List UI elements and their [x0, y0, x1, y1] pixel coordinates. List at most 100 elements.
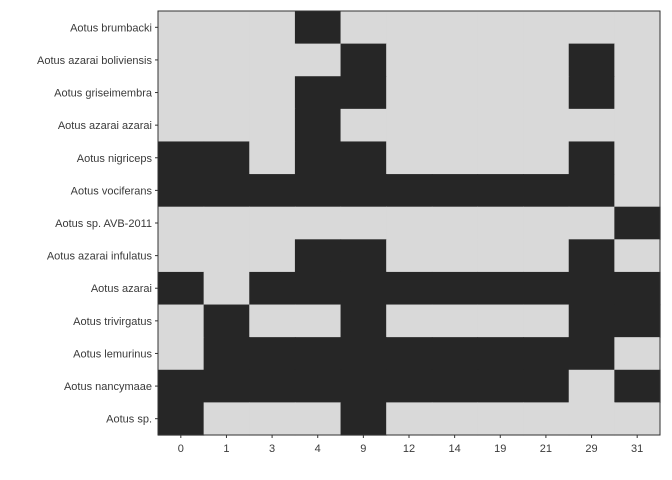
heatmap-cell [431, 174, 479, 208]
heatmap-cell [158, 271, 205, 306]
y-axis-labels: Aotus brumbacki Aotus azarai boliviensis A… [37, 22, 153, 425]
y-tick-label: Aotus sp. [106, 414, 152, 426]
heatmap-cell [523, 43, 570, 77]
heatmap-cell [386, 174, 433, 208]
heatmap-cell [386, 11, 433, 45]
heatmap-cell [477, 108, 524, 143]
y-tick-label: Aotus sp. AVB-2011 [55, 218, 152, 230]
heatmap-cell [431, 369, 479, 403]
heatmap-cell [203, 76, 250, 110]
y-tick-label: Aotus brumbacki [70, 22, 152, 34]
heatmap-cell [249, 43, 296, 77]
heatmap-cell [523, 76, 570, 110]
heatmap-cell [158, 43, 205, 77]
heatmap-cell [249, 174, 296, 208]
y-tick-label: Aotus trivirgatus [73, 316, 152, 328]
x-tick-label: 12 [403, 443, 415, 455]
heatmap-cell [203, 369, 250, 403]
heatmap-cell [158, 76, 205, 110]
heatmap-cell [614, 271, 661, 306]
heatmap-cell [477, 76, 524, 110]
heatmap-cell [568, 11, 615, 45]
heatmap-cell [340, 369, 387, 403]
heatmap-cell [523, 402, 570, 436]
heatmap-cell [614, 239, 661, 273]
x-tick-label: 4 [315, 443, 321, 455]
heatmap-cell [568, 304, 615, 338]
heatmap-cell [477, 369, 524, 403]
heatmap-cell [249, 402, 296, 436]
heatmap-cell [386, 337, 433, 371]
heatmap-cell [294, 174, 342, 208]
x-tick-label: 1 [223, 443, 229, 455]
heatmap-cell [431, 304, 479, 338]
y-tick-label: Aotus azarai azarai [58, 120, 152, 132]
heatmap-cell [477, 402, 524, 436]
heatmap-cell [203, 337, 250, 371]
heatmap-cell [158, 369, 205, 403]
heatmap-cell [158, 337, 205, 371]
x-tick-label: 0 [178, 443, 184, 455]
heatmap-cell [568, 76, 615, 110]
heatmap-cell [249, 239, 296, 273]
heatmap-cell [203, 402, 250, 436]
heatmap-cell [249, 206, 296, 240]
heatmap-cell [249, 369, 296, 403]
heatmap-cell [340, 11, 387, 45]
heatmap-cell [523, 206, 570, 240]
heatmap-cell [523, 271, 570, 306]
heatmap-cell [614, 108, 661, 143]
heatmap-cell [568, 337, 615, 371]
heatmap-cell [431, 206, 479, 240]
heatmap-cell [431, 141, 479, 175]
heatmap-cell [340, 206, 387, 240]
heatmap-cell [523, 141, 570, 175]
heatmap-cell [568, 402, 615, 436]
heatmap-cell [523, 304, 570, 338]
heatmap-cell [431, 402, 479, 436]
heatmap-cell [614, 369, 661, 403]
heatmap-cell [568, 43, 615, 77]
y-tick-label: Aotus vociferans [71, 185, 153, 197]
heatmap-cell [340, 76, 387, 110]
heatmap-cell [431, 108, 479, 143]
heatmap-cell [477, 304, 524, 338]
heatmap-cell [431, 271, 479, 306]
heatmap-cell [203, 11, 250, 45]
heatmap-cell [294, 11, 342, 45]
heatmap-cell [203, 43, 250, 77]
heatmap-cell [158, 239, 205, 273]
heatmap-cell [294, 141, 342, 175]
heatmap-cell [614, 11, 661, 45]
heatmap-cell [386, 108, 433, 143]
heatmap-cell [477, 141, 524, 175]
heatmap-cell [386, 402, 433, 436]
heatmap-cell [431, 11, 479, 45]
x-tick-label: 9 [360, 443, 366, 455]
heatmap-cell [203, 304, 250, 338]
heatmap-cell [568, 108, 615, 143]
x-axis-labels: 0 1 3 4 9 12 14 19 21 29 31 [178, 443, 644, 455]
heatmap-cell [340, 108, 387, 143]
heatmap-cell [614, 141, 661, 175]
x-tick-label: 19 [494, 443, 506, 455]
y-tick-label: Aotus lemurinus [73, 348, 152, 360]
heatmap-cell [477, 11, 524, 45]
heatmap-cell [294, 76, 342, 110]
heatmap-cell [203, 206, 250, 240]
heatmap-cell [249, 11, 296, 45]
heatmap-cell [340, 174, 387, 208]
heatmap-cell [294, 402, 342, 436]
heatmap-cell [523, 174, 570, 208]
heatmap-cell [386, 304, 433, 338]
heatmap-cell [203, 108, 250, 143]
heatmap-cell [386, 271, 433, 306]
heatmap-cell [158, 11, 205, 45]
heatmap-cell [249, 271, 296, 306]
heatmap-cell [158, 206, 205, 240]
heatmap-cells [158, 11, 661, 436]
heatmap-cell [477, 271, 524, 306]
heatmap-cell [340, 43, 387, 77]
y-tick-label: Aotus azarai infulatus [47, 251, 153, 263]
